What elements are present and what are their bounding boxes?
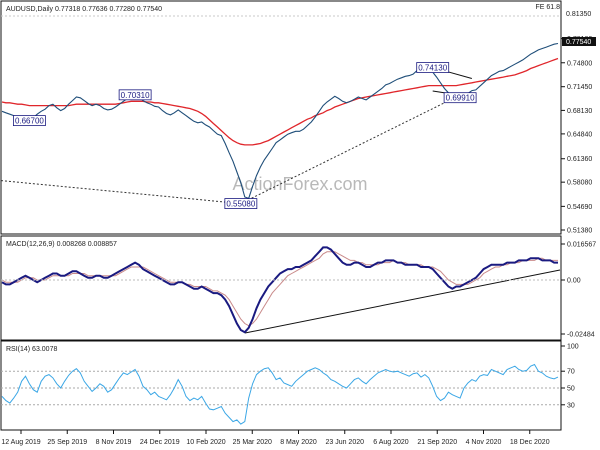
- price-tick-label: 0.64840: [567, 131, 592, 138]
- date-tick-label: 23 Jun 2020: [325, 439, 364, 446]
- rsi-levels: [1, 370, 561, 406]
- macd-tick-label: 0.00: [567, 278, 581, 285]
- date-tick-label: 6 Aug 2020: [373, 439, 409, 446]
- rsi-line: [1, 363, 559, 425]
- date-tick-label: 25 Mar 2020: [233, 439, 272, 446]
- date-axis: 12 Aug 2019 25 Sep 2019 8 Nov 2019 24 Dec 2…: [1, 430, 550, 446]
- long-trendline-right: [240, 92, 465, 205]
- date-tick-label: 24 Dec 2019: [140, 439, 180, 446]
- rsi-tick-label: 100: [567, 344, 579, 351]
- price-tick-label: 0.58080: [567, 180, 592, 187]
- annotation-label: 0.70310: [121, 91, 150, 100]
- date-tick-label: 12 Aug 2019: [1, 439, 40, 446]
- price-panel-frame: [0, 0, 562, 235]
- top-price-label: 0.81350: [566, 11, 591, 18]
- price-annotation: 0.55080: [224, 198, 258, 209]
- annotation-box: [13, 115, 46, 127]
- price-annotation: 0.74130: [416, 62, 450, 73]
- price-annotation: 0.69910: [443, 92, 477, 104]
- annotation-box: [416, 62, 450, 73]
- rsi-panel-frame: [0, 340, 562, 431]
- date-tick-label: 8 Nov 2019: [96, 439, 132, 446]
- date-tick-label: 21 Sep 2020: [417, 439, 457, 446]
- price-panel: AUDUSD,Daily 0.77318 0.77636 0.77280 0.7…: [0, 0, 596, 235]
- macd-line: [1, 246, 558, 334]
- annotation-box: [224, 198, 258, 209]
- date-tick-label: 8 May 2020: [280, 439, 317, 446]
- fe-label: FE 61.8: [535, 4, 560, 11]
- macd-axis-ticks: 0.016567 0.00 -0.02484: [1, 242, 596, 339]
- price-annotations: 0.66700 0.70310 0.55080 0.74130 0.69910: [13, 62, 477, 209]
- price-title: AUDUSD,Daily 0.77318 0.77636 0.77280 0.7…: [6, 6, 162, 13]
- price-tick-label: 0.61360: [567, 156, 592, 163]
- date-tick-label: 10 Feb 2020: [186, 439, 225, 446]
- current-price-label: 0.77540: [566, 39, 591, 46]
- date-tick-label: 4 Nov 2020: [466, 439, 502, 446]
- rsi-tick-label: 50: [567, 386, 575, 393]
- price-annotation: 0.66700: [13, 115, 46, 127]
- annotation-label: 0.66700: [15, 117, 44, 126]
- rsi-panel: RSI(14) 63.0078 100 70 50 30: [0, 340, 579, 431]
- macd-tick-label: 0.016567: [567, 242, 596, 249]
- annotation-box: [443, 92, 477, 104]
- macd-trendline: [244, 269, 561, 334]
- price-tick-label: 0.54690: [567, 204, 592, 211]
- annotation-label: 0.74130: [418, 64, 447, 73]
- macd-tick-label: -0.02484: [567, 332, 595, 339]
- macd-panel-frame: [0, 235, 562, 341]
- price-tick-label: 0.71450: [567, 84, 592, 91]
- annotation-label: 0.69910: [446, 94, 475, 103]
- date-tick-label: 18 Dec 2020: [510, 439, 550, 446]
- price-tick-label: 0.74800: [567, 60, 592, 67]
- macd-panel: MACD(12,26,9) 0.008268 0.008857 0.016567…: [0, 235, 596, 341]
- long-trendline-left: [0, 180, 241, 205]
- macd-title: MACD(12,26,9) 0.008268 0.008857: [6, 241, 117, 248]
- price-annotation: 0.70310: [118, 89, 152, 101]
- date-tick-label: 25 Sep 2019: [47, 439, 87, 446]
- rsi-title: RSI(14) 63.0078: [6, 346, 57, 353]
- watermark: ActionForex.com: [232, 174, 367, 194]
- annotation-label: 0.55080: [226, 200, 255, 209]
- rsi-axis-ticks: 100 70 50 30: [561, 344, 579, 409]
- rsi-tick-label: 30: [567, 402, 575, 409]
- rsi-tick-label: 70: [567, 369, 575, 376]
- price-tick-label: 0.51380: [567, 228, 592, 235]
- current-price-tag: [562, 37, 596, 46]
- annotation-box: [118, 89, 152, 101]
- price-tick-label: 0.68130: [567, 108, 592, 115]
